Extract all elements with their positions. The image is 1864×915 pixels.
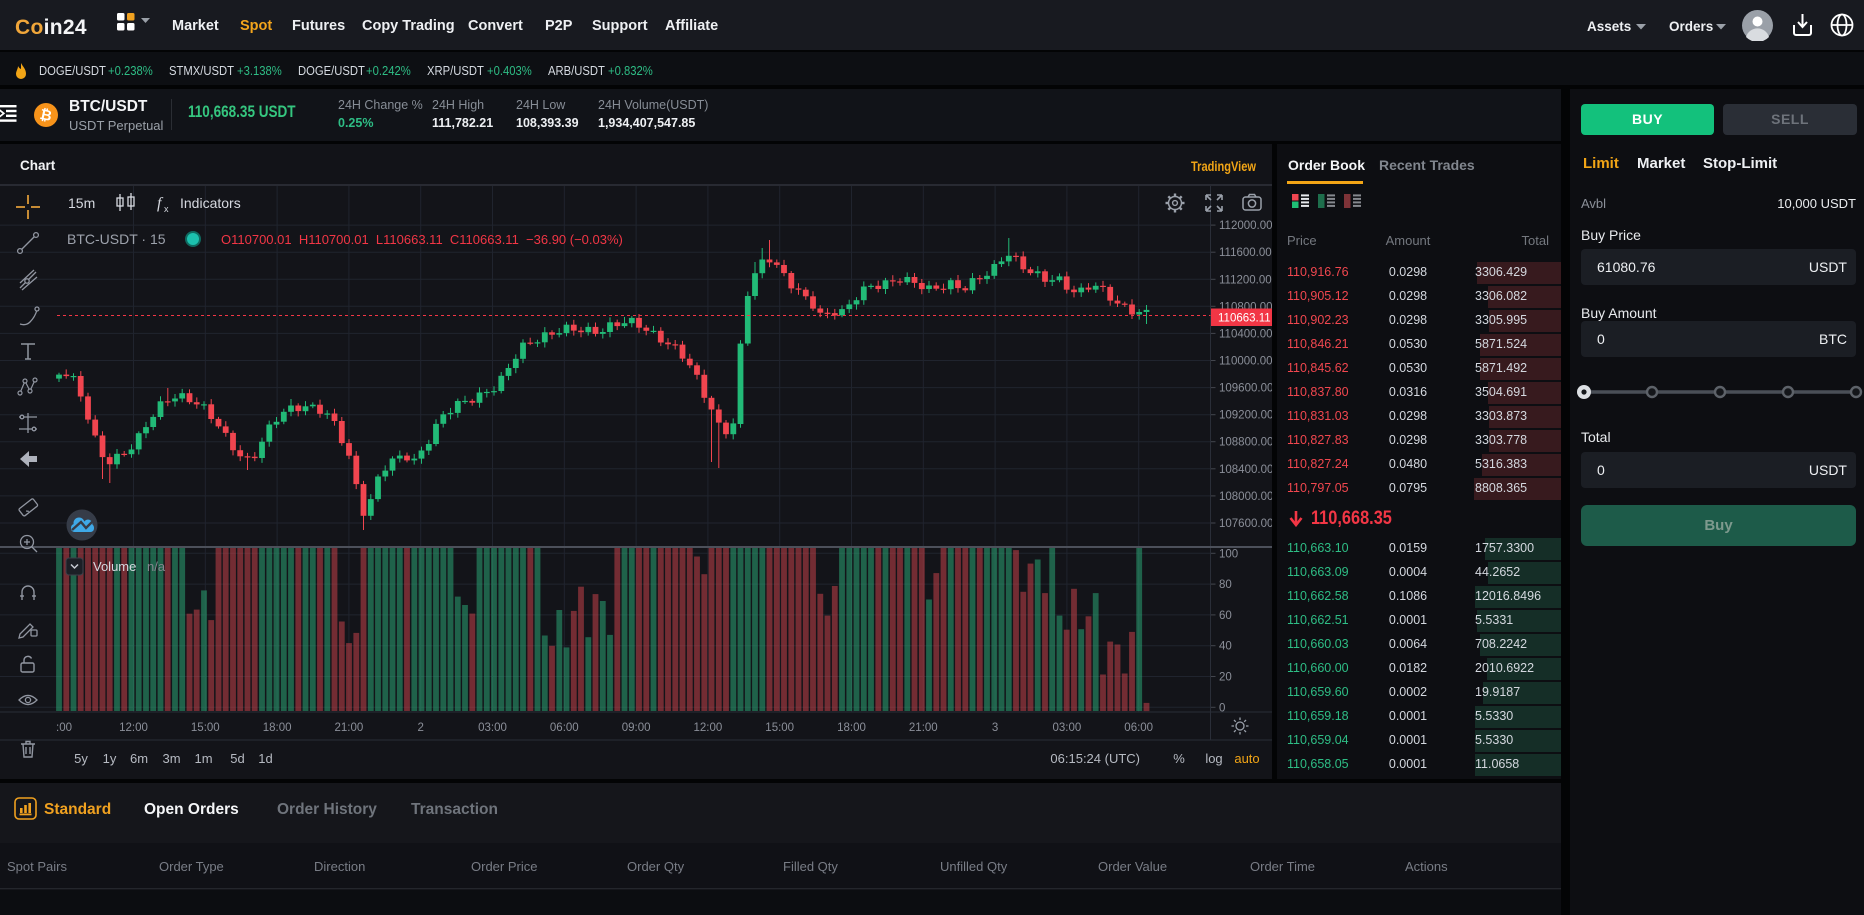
svg-text::00: :00	[56, 722, 72, 734]
svg-text:100: 100	[1219, 548, 1238, 560]
svg-text:109600.00: 109600.00	[1219, 383, 1272, 395]
svg-text:18:00: 18:00	[263, 722, 292, 734]
svg-text:Chart: Chart	[20, 158, 56, 173]
svg-text:107600.00: 107600.00	[1219, 518, 1272, 530]
svg-text:TradingView: TradingView	[1191, 158, 1256, 174]
svg-text:40: 40	[1219, 641, 1232, 653]
svg-text:f: f	[157, 195, 164, 212]
svg-text:110663.11: 110663.11	[1218, 313, 1271, 325]
svg-text:₿: ₿	[38, 107, 53, 125]
svg-text:5d: 5d	[230, 751, 244, 766]
svg-text:12:00: 12:00	[694, 722, 723, 734]
svg-text:111600.00: 111600.00	[1219, 247, 1272, 259]
svg-text:2: 2	[417, 722, 423, 734]
svg-text:1d: 1d	[258, 751, 272, 766]
svg-text:0: 0	[1219, 702, 1225, 714]
svg-text:108400.00: 108400.00	[1219, 464, 1272, 476]
svg-text:3: 3	[992, 722, 998, 734]
svg-text:12:00: 12:00	[119, 722, 148, 734]
svg-text:06:00: 06:00	[550, 722, 579, 734]
svg-text:x: x	[164, 204, 169, 214]
svg-text:06:00: 06:00	[1124, 722, 1153, 734]
svg-text:15:00: 15:00	[765, 722, 794, 734]
svg-text:20: 20	[1219, 672, 1232, 684]
svg-text:15:00: 15:00	[191, 722, 220, 734]
svg-text:auto: auto	[1234, 751, 1259, 766]
svg-text:O110700.01 H110700.01 L11066: O110700.01 H110700.01 L110663.11 C110663…	[221, 232, 623, 247]
svg-text:%: %	[1173, 751, 1185, 766]
svg-text:60: 60	[1219, 610, 1232, 622]
svg-text:n/a: n/a	[147, 559, 166, 574]
svg-text:03:00: 03:00	[478, 722, 507, 734]
svg-text:108800.00: 108800.00	[1219, 437, 1272, 449]
svg-text:80: 80	[1219, 579, 1232, 591]
svg-text:18:00: 18:00	[837, 722, 866, 734]
svg-text:111200.00: 111200.00	[1219, 274, 1272, 286]
svg-text:3m: 3m	[162, 751, 180, 766]
svg-text:108000.00: 108000.00	[1219, 491, 1272, 503]
svg-text:6m: 6m	[130, 751, 148, 766]
svg-text:log: log	[1205, 751, 1222, 766]
svg-text:5y: 5y	[74, 751, 88, 766]
svg-text:21:00: 21:00	[909, 722, 938, 734]
svg-text:BTC-USDT · 15: BTC-USDT · 15	[67, 231, 166, 247]
svg-text:03:00: 03:00	[1053, 722, 1082, 734]
svg-text:110000.00: 110000.00	[1219, 356, 1272, 368]
svg-text:110400.00: 110400.00	[1219, 328, 1272, 340]
svg-text:1y: 1y	[103, 751, 117, 766]
svg-text:Volume: Volume	[93, 559, 136, 574]
svg-text:15m: 15m	[68, 195, 95, 211]
svg-text:21:00: 21:00	[335, 722, 364, 734]
svg-text:09:00: 09:00	[622, 722, 651, 734]
svg-text:112000.00: 112000.00	[1219, 220, 1272, 232]
svg-text:Indicators: Indicators	[180, 195, 241, 211]
svg-text:109200.00: 109200.00	[1219, 410, 1272, 422]
svg-text:06:15:24 (UTC): 06:15:24 (UTC)	[1050, 751, 1140, 766]
svg-text:1m: 1m	[194, 751, 212, 766]
